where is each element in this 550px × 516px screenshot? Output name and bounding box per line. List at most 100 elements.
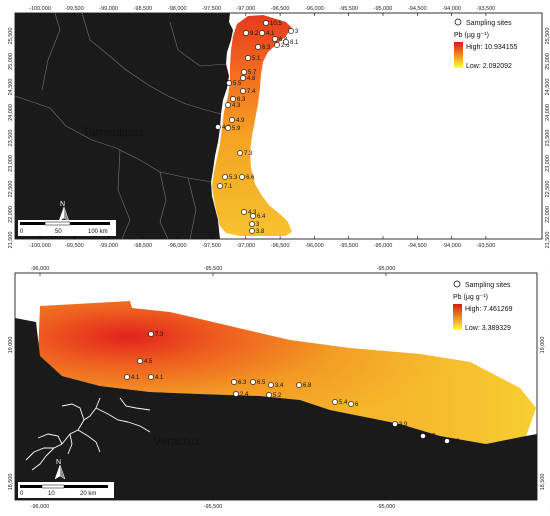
tick-label-right: 21,500 [545, 232, 550, 249]
site-value-label: 4.3 [248, 210, 257, 216]
site-value-label: 7.1 [224, 184, 233, 190]
site-value-label: 4.3 [232, 103, 241, 109]
tick-label-top: -99,500 [65, 6, 84, 12]
tamaulipas-map-panel: -100,000 -99,500 -99,000 -98,500 -98,000 -97,… [0, 0, 550, 252]
site-value-label: 5.9 [232, 126, 241, 132]
legend: Sampling sites Pb (µg g⁻¹) High: 7.46126… [453, 280, 513, 332]
sampling-site-marker[interactable] [215, 124, 221, 130]
tick-label-top: -97,500 [202, 6, 221, 12]
site-value-label: 6.3 [238, 380, 247, 386]
sampling-site-marker[interactable] [243, 30, 249, 36]
sampling-site-marker[interactable] [217, 183, 223, 189]
sampling-site-marker[interactable] [259, 30, 265, 36]
sampling-site-marker[interactable] [240, 88, 246, 94]
scale-label-2: 100 km [88, 229, 108, 235]
site-value-label: 7.3 [244, 151, 253, 157]
site-value-label: 6.4 [257, 214, 266, 220]
site-value-label: 3.4 [275, 383, 284, 389]
sampling-site-marker[interactable] [239, 174, 245, 180]
sampling-site-marker[interactable] [148, 331, 154, 337]
tick-label-right: 25,500 [545, 28, 550, 45]
sampling-site-marker[interactable] [137, 358, 143, 364]
legend-title: Pb (µg g⁻¹) [453, 294, 488, 301]
sampling-site-marker[interactable] [348, 401, 354, 407]
scale-bar: 0 10 20 km [18, 482, 114, 498]
tick-label-top: -94,500 [408, 6, 427, 12]
legend-high: High: 10.934155 [466, 44, 517, 51]
sampling-site-marker[interactable] [230, 96, 236, 102]
sampling-site-marker[interactable] [226, 80, 232, 86]
tick-label-top: -96,500 [271, 6, 290, 12]
site-value-label: 4.8 [247, 76, 256, 82]
north-label: N [60, 201, 65, 208]
tick-label-bottom: -94,000 [442, 243, 461, 249]
site-value-label: 5.3 [229, 175, 238, 181]
site-value-label: 8.1 [290, 40, 299, 46]
sampling-site-marker[interactable] [444, 438, 450, 444]
raster-gradient [38, 301, 536, 444]
tick-label-bottom: -95,000 [377, 504, 396, 510]
sampling-site-marker[interactable] [266, 392, 272, 398]
sampling-site-marker[interactable] [392, 421, 398, 427]
sampling-site-marker[interactable] [250, 379, 256, 385]
site-value-label: 3 [256, 222, 260, 228]
sampling-site-marker[interactable] [296, 382, 302, 388]
site-value-label: 5.7 [427, 434, 436, 440]
sampling-site-marker[interactable] [268, 382, 274, 388]
tick-label-right: 22,000 [545, 206, 550, 223]
site-value-label: 5.2 [273, 393, 282, 399]
sampling-site-marker[interactable] [148, 374, 154, 380]
tick-label-top: -95,000 [374, 6, 393, 12]
veracruz-map: -96,000-95,500-95,000-94,500-96,000-95,5… [8, 266, 550, 510]
site-value-label: 3 [295, 29, 299, 35]
tick-label-bottom: -93,500 [477, 243, 496, 249]
site-value-label: 7.3 [155, 332, 164, 338]
tick-label-left: 18,500 [8, 474, 14, 491]
sampling-site-marker[interactable] [240, 75, 246, 81]
sampling-site-marker[interactable] [233, 391, 239, 397]
site-value-label: 6.8 [279, 37, 288, 43]
sampling-site-marker[interactable] [283, 39, 289, 45]
sampling-site-marker[interactable] [237, 150, 243, 156]
legend-high: High: 7.461269 [465, 306, 513, 313]
sampling-site-marker[interactable] [274, 42, 280, 48]
sampling-site-marker[interactable] [420, 433, 426, 439]
north-arrow: N [58, 201, 70, 222]
sampling-site-marker[interactable] [255, 44, 261, 50]
coastal-lagoons [25, 397, 151, 471]
sampling-site-marker[interactable] [250, 213, 256, 219]
sampling-site-marker[interactable] [231, 379, 237, 385]
sampling-site-marker[interactable] [222, 174, 228, 180]
land-mass [15, 318, 537, 500]
north-label: N [56, 459, 61, 466]
site-value-label: 4.5 [144, 359, 153, 365]
tick-label-bottom: -95,500 [204, 504, 223, 510]
sampling-site-marker[interactable] [225, 102, 231, 108]
sampling-site-marker[interactable] [249, 228, 255, 234]
tick-label-bottom: -96,500 [271, 243, 290, 249]
scale-label-2: 20 km [80, 491, 96, 497]
sampling-site-marker[interactable] [249, 221, 255, 227]
legend-sites-label: Sampling sites [466, 20, 512, 27]
site-value-label: 5.9 [451, 439, 460, 445]
sampling-site-marker[interactable] [245, 55, 251, 61]
sampling-site-marker[interactable] [288, 28, 294, 34]
sampling-site-marker[interactable] [241, 209, 247, 215]
sampling-site-marker[interactable] [241, 69, 247, 75]
tick-label-top: -98,500 [134, 6, 153, 12]
tick-label-bottom: -100,000 [29, 243, 51, 249]
sampling-site-marker[interactable] [332, 399, 338, 405]
sampling-site-marker[interactable] [272, 36, 278, 42]
legend-title: Pb (µg g⁻¹) [454, 32, 489, 39]
legend-low: Low: 2.092092 [466, 63, 512, 70]
sampling-site-marker[interactable] [229, 117, 235, 123]
site-value-label: 6.3 [237, 97, 246, 103]
pb-raster [212, 15, 292, 236]
sampling-site-marker[interactable] [124, 374, 130, 380]
site-value-label: 5.1 [252, 56, 261, 62]
tick-label-bottom: -99,500 [65, 243, 84, 249]
sampling-site-marker[interactable] [225, 125, 231, 131]
tick-label-right: 19,000 [540, 337, 546, 354]
sampling-site-marker[interactable] [263, 20, 269, 26]
tick-label-top: -96,000 [31, 266, 50, 272]
